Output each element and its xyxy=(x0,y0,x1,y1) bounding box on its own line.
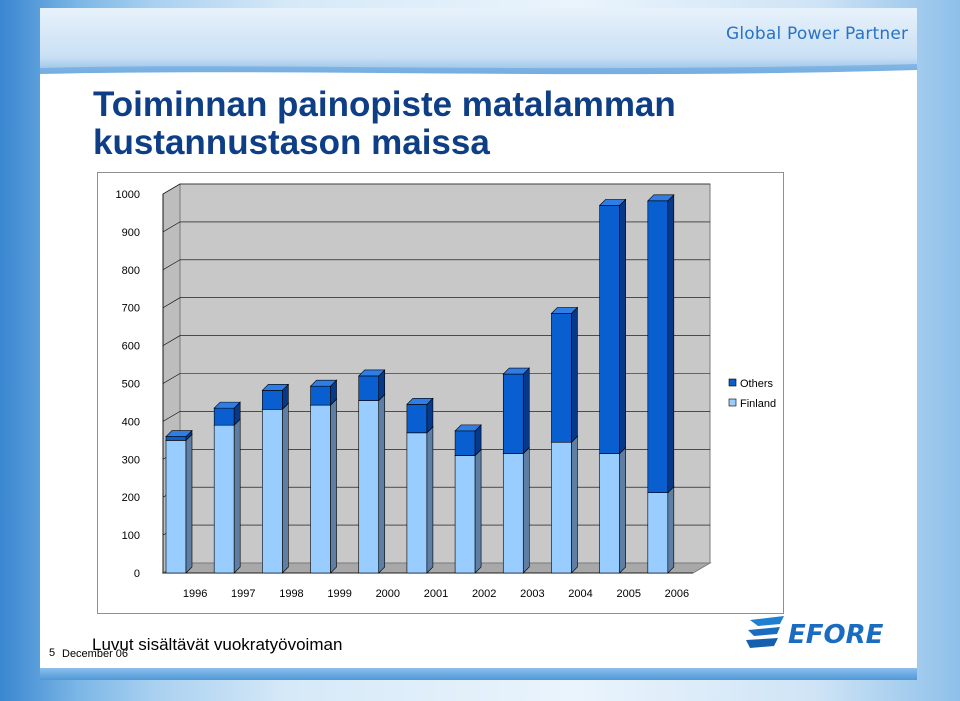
y-tick-label: 900 xyxy=(122,227,140,239)
x-tick-label: 1997 xyxy=(231,588,255,600)
bar-others-front xyxy=(213,407,235,426)
title-line-2: kustannustason maissa xyxy=(93,123,490,162)
y-tick-label: 800 xyxy=(122,265,140,277)
x-tick-label: 2002 xyxy=(472,588,496,600)
page-title: Toiminnan painopiste matalamman kustannu… xyxy=(93,86,793,162)
bar-others-front xyxy=(406,404,428,434)
legend-swatch-finland xyxy=(728,398,737,407)
bar-finland-side xyxy=(378,393,386,574)
title-line-1: Toiminnan painopiste matalamman xyxy=(93,85,676,124)
brand-label: Global Power Partner xyxy=(726,24,909,44)
efore-logo: EFORE xyxy=(746,616,884,650)
bar-others-side xyxy=(667,194,675,494)
bar-finland-front xyxy=(454,455,476,574)
bar-finland-side xyxy=(667,485,675,574)
gridline xyxy=(162,297,710,308)
chart-floor xyxy=(161,562,712,574)
x-tick-label: 2005 xyxy=(616,588,640,600)
bar-others-front xyxy=(358,375,380,401)
y-tick-label: 0 xyxy=(134,568,140,580)
bar-finland-side xyxy=(474,448,482,574)
bar-others-top xyxy=(165,430,193,437)
bar-finland-side xyxy=(426,426,434,574)
legend-label-finland: Finland xyxy=(740,398,776,410)
bar-others-top xyxy=(309,379,338,387)
x-tick-label: 1996 xyxy=(183,588,207,600)
bar-finland-side xyxy=(282,402,289,574)
y-tick-label: 1000 xyxy=(116,189,140,201)
bar-finland-front xyxy=(310,404,331,574)
bar-others-top xyxy=(550,307,579,314)
bar-others-top xyxy=(261,384,290,391)
bar-finland-front xyxy=(406,432,428,574)
efore-logo-text: EFORE xyxy=(788,620,884,650)
bar-others-top xyxy=(213,401,241,409)
bar-finland-side xyxy=(619,446,626,574)
bar-finland-front xyxy=(647,492,669,574)
bar-others-front xyxy=(551,313,572,443)
bar-others-side xyxy=(522,367,530,455)
header-wave-decoration xyxy=(40,64,917,84)
bar-others-front xyxy=(262,390,283,410)
bar-finland-front xyxy=(502,453,524,574)
bar-others-front xyxy=(454,430,476,456)
date-label: December 06 xyxy=(62,648,129,660)
bar-others-front xyxy=(310,385,331,406)
y-tick-label: 300 xyxy=(122,454,140,466)
gridline xyxy=(162,411,710,422)
bar-others-front xyxy=(165,436,187,441)
bar-others-top xyxy=(647,194,675,202)
bar-others-top xyxy=(358,369,386,377)
bar-others-side xyxy=(571,306,578,443)
x-tick-label: 2004 xyxy=(568,588,592,600)
bar-others-side xyxy=(619,198,626,455)
bar-finland-side xyxy=(233,418,241,574)
bar-finland-front xyxy=(213,424,235,574)
footnote-text: Luvut sisältävät vuokratyövoiman xyxy=(92,635,343,654)
bar-others-top xyxy=(598,199,627,206)
slide-number: 5 xyxy=(49,647,56,659)
x-tick-label: 2006 xyxy=(665,588,689,600)
bar-others-top xyxy=(454,424,482,432)
x-tick-label: 2003 xyxy=(520,588,544,600)
gridline xyxy=(162,221,710,233)
legend-swatch-others xyxy=(728,378,737,387)
x-tick-label: 1999 xyxy=(327,588,351,600)
gridline xyxy=(162,373,710,384)
legend-label-others: Others xyxy=(740,378,774,390)
bar-others-top xyxy=(502,367,530,375)
x-tick-label: 2001 xyxy=(424,588,448,600)
bar-others-top xyxy=(406,398,434,405)
bar-others-front xyxy=(502,373,524,454)
bar-others-front xyxy=(599,205,620,454)
gridline xyxy=(162,335,710,346)
bar-finland-side xyxy=(185,433,193,574)
bar-finland-side xyxy=(330,398,337,574)
y-tick-label: 600 xyxy=(122,341,140,353)
bottom-bar-decoration xyxy=(40,668,917,680)
bar-finland-front xyxy=(358,400,380,574)
bar-finland-front xyxy=(262,408,283,574)
bar-finland-front xyxy=(165,440,187,574)
gridline xyxy=(162,259,710,271)
bar-others-front xyxy=(647,200,669,493)
bar-finland-side xyxy=(571,435,578,574)
bar-finland-front xyxy=(599,453,620,574)
y-tick-label: 700 xyxy=(122,303,140,315)
y-tick-label: 400 xyxy=(122,416,140,428)
x-tick-label: 2000 xyxy=(376,588,400,600)
y-tick-label: 500 xyxy=(122,379,140,391)
stacked-bar-chart: 0 100 200 300 400 500 600 700 800 900 1000 1996 1997… xyxy=(116,183,776,600)
bar-finland-side xyxy=(522,446,530,574)
gridline xyxy=(162,183,710,195)
y-tick-label: 100 xyxy=(122,530,140,542)
x-tick-label: 1998 xyxy=(279,588,303,600)
bar-finland-front xyxy=(551,441,572,574)
y-tick-label: 200 xyxy=(122,492,140,504)
